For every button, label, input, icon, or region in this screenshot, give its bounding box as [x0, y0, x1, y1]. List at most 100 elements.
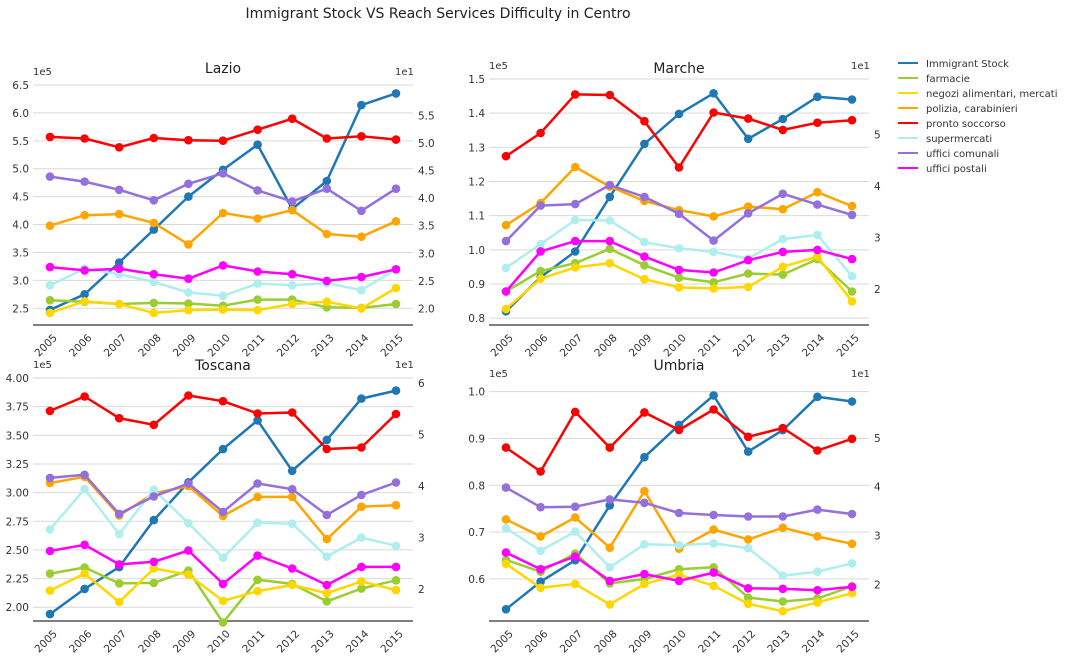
data-point: [570, 407, 580, 417]
y-tick-label-left: 3.25: [6, 459, 29, 471]
data-point: [778, 125, 788, 135]
y-tick-label-left: 3.0: [12, 275, 29, 287]
data-point: [570, 263, 580, 272]
data-point: [813, 585, 822, 595]
x-tick-label: 2013: [765, 628, 792, 655]
data-point: [605, 563, 615, 572]
x-tick-label: 2011: [696, 332, 723, 359]
data-point: [813, 200, 822, 209]
data-point: [322, 552, 332, 561]
x-tick-label: 2007: [558, 332, 585, 359]
data-point: [501, 236, 511, 246]
series-uffici-postali: [501, 548, 857, 595]
data-point: [501, 548, 511, 557]
legend: Immigrant Stock farmacie negozi alimentari…: [898, 59, 1057, 175]
x-tick-label: 2010: [662, 332, 689, 359]
series-negozi-alimentari-mercati: [45, 283, 401, 318]
data-point: [218, 208, 228, 218]
data-point: [743, 543, 753, 553]
panel-marche: Marche 0.8 0.9 1.0 1.1 1.2 1.3 1.4 1.5 1e5 2 3 4 5 1e1…: [468, 61, 881, 359]
left-axis-exponent: 1e5: [489, 369, 508, 380]
legend-item: supermercati: [898, 134, 992, 145]
data-point: [253, 186, 262, 195]
data-point: [674, 576, 684, 586]
data-point: [605, 495, 615, 504]
data-point: [570, 199, 580, 209]
y-tick-label-left: 4.5: [12, 192, 29, 204]
left-axis-exponent: 1e5: [489, 61, 508, 72]
y-tick-label-left: 1.5: [468, 74, 485, 86]
data-point: [80, 470, 89, 480]
y-tick-label-left: 4.0: [12, 220, 29, 232]
legend-item: farmacie: [898, 74, 970, 85]
y-tick-label-right: 2: [418, 584, 425, 596]
data-point: [570, 527, 580, 536]
data-point: [709, 568, 718, 577]
data-point: [743, 114, 753, 123]
y-tick-label-right: 4: [874, 482, 881, 494]
data-point: [778, 262, 788, 272]
data-point: [218, 507, 228, 517]
data-point: [501, 605, 511, 614]
panel-title: Umbria: [654, 358, 705, 374]
y-tick-label-right: 3.0: [418, 248, 435, 260]
data-point: [114, 143, 124, 152]
data-point: [501, 483, 511, 492]
data-point: [287, 580, 297, 590]
data-point: [253, 125, 262, 134]
data-point: [391, 89, 401, 98]
data-point: [149, 578, 159, 588]
data-point: [218, 596, 228, 606]
data-point: [184, 546, 193, 555]
series-farmacie: [45, 563, 401, 627]
x-tick-label: 2012: [731, 628, 758, 655]
data-point: [743, 584, 753, 593]
y-tick-label-right: 4.5: [418, 166, 435, 178]
left-axis-exponent: 1e5: [33, 67, 52, 78]
data-point: [813, 245, 822, 255]
data-point: [287, 205, 297, 215]
data-point: [218, 396, 228, 406]
data-point: [253, 295, 262, 304]
data-point: [743, 593, 753, 602]
data-point: [847, 434, 857, 444]
y-tick-label-left: 1.2: [468, 177, 485, 189]
y-tick-label-right: 5.5: [418, 110, 435, 122]
data-point: [45, 262, 55, 272]
data-point: [357, 533, 366, 542]
data-point: [847, 95, 857, 104]
data-point: [743, 202, 753, 211]
data-point: [357, 285, 366, 295]
data-point: [605, 576, 615, 586]
data-point: [536, 546, 545, 555]
data-point: [640, 261, 649, 270]
data-point: [287, 281, 297, 290]
data-point: [322, 534, 332, 544]
y-tick-label-left: 3.00: [6, 488, 29, 500]
legend-label: Immigrant Stock: [926, 59, 1009, 70]
x-tick-label: 2005: [33, 628, 60, 655]
data-point: [743, 512, 753, 521]
data-point: [114, 209, 124, 219]
data-point: [813, 252, 822, 261]
data-point: [778, 114, 788, 124]
data-point: [640, 237, 649, 247]
legend-label: uffici postali: [926, 164, 987, 175]
y-tick-label-right: 4: [874, 181, 881, 193]
data-point: [709, 405, 718, 414]
data-point: [45, 172, 55, 181]
data-point: [709, 391, 718, 400]
data-point: [253, 305, 262, 315]
data-point: [501, 304, 511, 314]
data-point: [391, 217, 401, 226]
data-point: [674, 283, 684, 292]
data-point: [114, 579, 124, 588]
data-point: [149, 277, 159, 287]
y-tick-label-left: 1.4: [468, 108, 485, 120]
data-point: [80, 297, 89, 306]
data-point: [847, 210, 857, 220]
series-uffici-postali: [501, 236, 857, 296]
data-point: [357, 562, 366, 572]
data-point: [80, 563, 89, 572]
y-tick-label-right: 3: [874, 531, 881, 543]
